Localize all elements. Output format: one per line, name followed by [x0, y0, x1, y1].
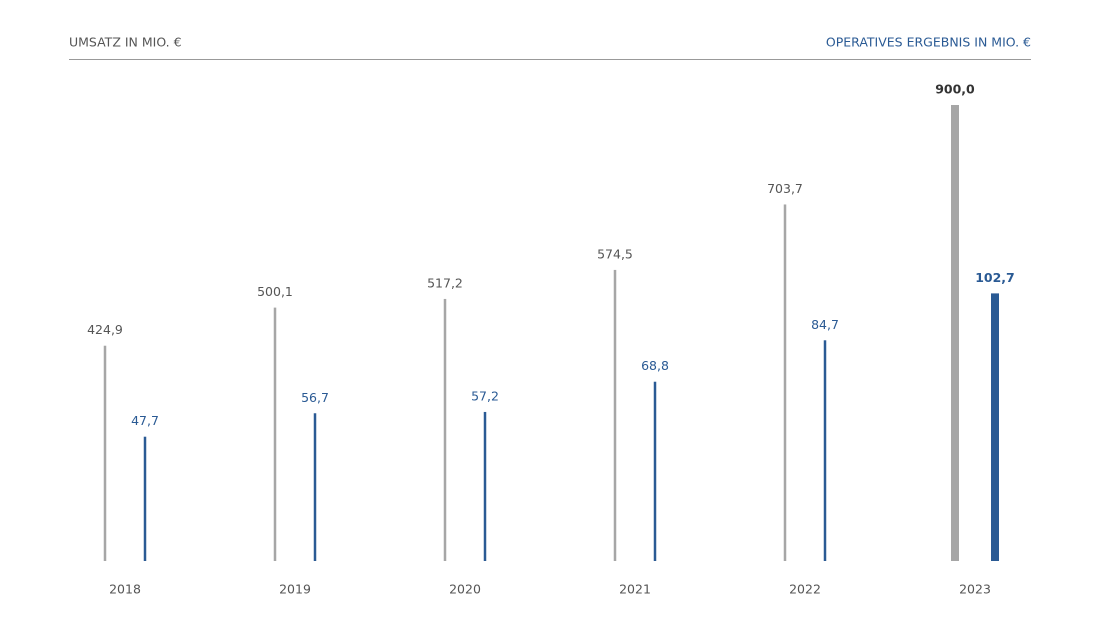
bar: [613, 269, 617, 561]
value-label: 68,8: [641, 358, 669, 373]
bar: [991, 293, 999, 561]
bar: [951, 105, 959, 561]
bar: [313, 413, 317, 561]
value-label: 102,7: [975, 270, 1015, 285]
value-label: 517,2: [427, 275, 463, 290]
value-label: 703,7: [767, 181, 803, 196]
x-tick-label: 2020: [449, 582, 481, 597]
bar: [653, 381, 657, 561]
bar: [103, 345, 107, 561]
bar: [783, 204, 787, 561]
right-header: OPERATIVES ERGEBNIS IN MIO. €: [826, 35, 1031, 50]
bar: [443, 298, 447, 561]
x-tick-label: 2018: [109, 582, 141, 597]
x-tick-label: 2023: [959, 582, 991, 597]
bar: [483, 411, 487, 561]
value-label: 84,7: [811, 317, 839, 332]
value-label: 574,5: [597, 246, 633, 261]
value-label: 56,7: [301, 390, 329, 405]
x-tick-label: 2019: [279, 582, 311, 597]
left-header: UMSATZ IN MIO. €: [69, 35, 182, 50]
value-label: 57,2: [471, 388, 499, 403]
value-label: 500,1: [257, 284, 293, 299]
x-tick-label: 2021: [619, 582, 651, 597]
x-tick-label: 2022: [789, 582, 821, 597]
bar: [273, 307, 277, 561]
bar: [143, 436, 147, 561]
value-label: 424,9: [87, 322, 123, 337]
value-label: 900,0: [935, 82, 975, 97]
value-label: 47,7: [131, 413, 159, 428]
bar: [823, 340, 827, 561]
